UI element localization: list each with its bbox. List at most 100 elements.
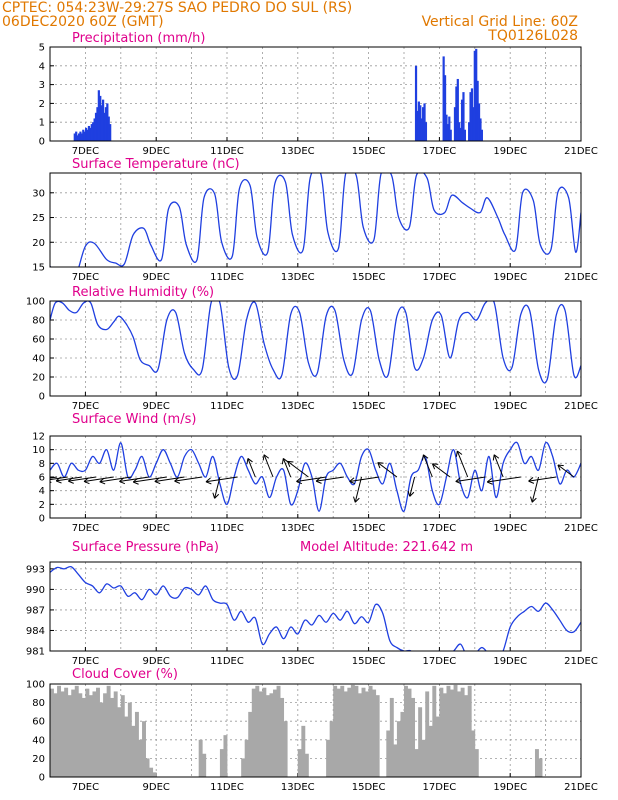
- cloud-bar: [248, 711, 253, 777]
- x-tick-label: 15DEC: [352, 146, 386, 157]
- cloud-bar: [474, 749, 479, 777]
- wind-arrow-head: [528, 477, 535, 484]
- panel-2: Relative Humidity (%) 0 20 40 60 80 100 7DEC 9DE…: [26, 285, 598, 412]
- data-layer: [73, 48, 483, 141]
- wind-arrow: [349, 476, 380, 482]
- cloud-bar: [347, 687, 352, 777]
- cloud-bar: [407, 688, 412, 777]
- cloud-bar: [262, 687, 267, 777]
- y-tick-label: 20: [32, 238, 45, 249]
- wind-arrow-head: [455, 477, 462, 485]
- precip-bar: [420, 118, 423, 141]
- cloud-bar: [103, 693, 108, 777]
- y-tick-label: 981: [26, 647, 45, 658]
- precip-bar: [463, 129, 466, 141]
- precip-bar: [96, 107, 99, 141]
- precip-bar: [458, 122, 461, 141]
- y-tick-label: 25: [32, 213, 45, 224]
- cloud-bar: [471, 730, 476, 777]
- cloud-bar: [258, 691, 263, 777]
- x-tick-label: 19DEC: [493, 523, 527, 534]
- series-line: [50, 173, 581, 267]
- cloud-bar: [78, 693, 83, 777]
- wind-arrow: [247, 458, 256, 478]
- wind-arrow: [456, 450, 469, 478]
- wind-arrow: [432, 463, 451, 478]
- cloud-bar: [283, 721, 288, 777]
- cloud-bar: [432, 685, 437, 777]
- wind-arrow-head: [349, 477, 356, 485]
- x-tick-label: 13DEC: [281, 523, 315, 534]
- wind-arrow: [287, 460, 309, 478]
- x-tick-label: 21DEC: [564, 401, 598, 412]
- precip-bar: [459, 127, 462, 141]
- wind-arrow: [154, 476, 185, 482]
- precip-bar: [424, 122, 428, 141]
- precip-bar: [73, 133, 76, 141]
- precip-bar: [109, 124, 112, 141]
- cloud-bar: [127, 702, 132, 777]
- y-tick-label: 5: [39, 43, 45, 54]
- wind-arrow-head: [315, 477, 322, 484]
- y-tick-label: 60: [32, 717, 45, 728]
- wind-arrow-head: [377, 462, 384, 469]
- x-tick-label: 17DEC: [423, 272, 457, 283]
- wind-arrow: [557, 464, 575, 478]
- precip-bar: [106, 103, 109, 141]
- wind-arrow: [83, 476, 114, 482]
- cloud-bar: [142, 721, 146, 777]
- precip-bar: [446, 124, 449, 141]
- x-tick-label: 13DEC: [281, 272, 315, 283]
- precip-bar: [475, 48, 478, 141]
- precip-bar: [448, 116, 451, 141]
- wind-arrow-head: [205, 477, 212, 485]
- cloud-bar: [418, 707, 423, 777]
- x-tick-label: 7DEC: [72, 523, 99, 534]
- cloud-bar: [223, 735, 228, 777]
- grid-line-note: Vertical Grid Line: 60Z: [421, 14, 578, 30]
- precip-bar: [473, 50, 476, 141]
- cloud-bar: [96, 687, 100, 777]
- cloud-bar: [202, 753, 207, 777]
- x-tick-label: 17DEC: [423, 401, 457, 412]
- x-tick-label: 9DEC: [143, 656, 170, 667]
- precip-bar: [419, 105, 422, 141]
- wind-arrow-head: [287, 460, 294, 467]
- precip-bar: [416, 110, 419, 141]
- y-tick-label: 6: [39, 473, 45, 484]
- y-tick-label: 20: [32, 754, 45, 765]
- cloud-bar: [81, 697, 86, 777]
- wind-arrow-head: [68, 477, 74, 484]
- precip-bar: [442, 56, 445, 141]
- x-tick-label: 21DEC: [564, 523, 598, 534]
- y-tick-label: 100: [26, 680, 45, 691]
- y-tick-label: 30: [32, 188, 45, 199]
- precip-bar: [76, 135, 79, 141]
- precip-bar: [422, 107, 425, 141]
- precip-bar: [90, 124, 93, 141]
- cloud-bar: [457, 691, 462, 777]
- cloud-bar: [411, 697, 416, 777]
- cloud-bar: [219, 749, 224, 777]
- wind-arrow: [316, 476, 344, 482]
- cloud-bar: [269, 693, 274, 777]
- cloud-bar: [450, 689, 454, 777]
- cloud-bar: [326, 739, 331, 777]
- wind-arrow-head: [296, 477, 303, 485]
- cloud-bar: [85, 688, 90, 777]
- cloud-bar: [60, 691, 65, 777]
- y-tick-label: 0: [39, 137, 45, 148]
- cloud-bar: [435, 716, 440, 777]
- cloud-bar: [64, 687, 69, 777]
- cloud-bar: [251, 688, 256, 777]
- y-tick-label: 12: [32, 432, 45, 443]
- x-tick-label: 13DEC: [281, 146, 315, 157]
- y-tick-label: 100: [26, 297, 45, 308]
- wind-arrow: [263, 454, 274, 478]
- precip-bar: [80, 133, 83, 141]
- cloud-bar: [343, 691, 348, 777]
- cloud-bar: [460, 687, 465, 777]
- x-tick-label: 11DEC: [210, 401, 244, 412]
- run-date: 06DEC2020 60Z (GMT): [2, 14, 164, 30]
